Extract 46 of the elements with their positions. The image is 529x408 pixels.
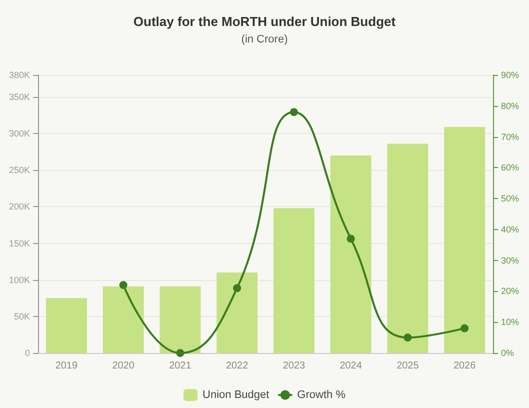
y2-tick-label: 70% xyxy=(501,132,520,142)
y2-tick-label: 0% xyxy=(501,348,514,358)
y2-tick-label: 20% xyxy=(501,286,520,296)
x-tick-label: 2019 xyxy=(55,360,78,372)
y2-tick-label: 80% xyxy=(501,100,520,111)
chart-subtitle: (in Crore) xyxy=(241,34,288,46)
y-tick-label: 0 xyxy=(24,348,30,358)
y-tick-label: 50K xyxy=(14,311,30,322)
point xyxy=(346,234,355,243)
y-tick-label: 380K xyxy=(8,70,30,80)
y2-tick-label: 90% xyxy=(501,70,520,80)
y-tick-label: 200K xyxy=(8,202,30,212)
point xyxy=(119,281,128,290)
point xyxy=(404,334,412,342)
bar xyxy=(46,298,87,353)
bar xyxy=(102,286,144,353)
point xyxy=(460,324,469,332)
point xyxy=(290,108,298,116)
point xyxy=(233,284,242,292)
y-tick-label: 100K xyxy=(8,274,30,285)
chart-title: Outlay for the MoRTH under Union Budget xyxy=(133,14,396,29)
y-tick-label: 350K xyxy=(8,92,30,102)
x-tick-label: 2024 xyxy=(340,360,362,372)
bar xyxy=(444,126,486,353)
bar xyxy=(160,286,201,353)
bar xyxy=(387,144,428,353)
x-tick-label: 2023 xyxy=(282,360,306,372)
y-tick-label: 250K xyxy=(8,165,30,176)
y-tick-label: 300K xyxy=(8,128,30,139)
x-tick-label: 2026 xyxy=(453,360,476,372)
bar xyxy=(273,208,314,353)
y2-tick-label: 50% xyxy=(501,194,520,204)
point xyxy=(176,349,184,357)
y2-tick-label: 40% xyxy=(501,224,520,234)
x-tick-label: 2021 xyxy=(169,360,192,372)
x-tick-label: 2020 xyxy=(112,360,135,372)
bar xyxy=(216,272,258,353)
y2-tick-label: 10% xyxy=(501,317,520,328)
legend-label: Union Budget xyxy=(202,389,270,401)
y2-tick-label: 30% xyxy=(501,255,520,266)
y2-tick-label: 60% xyxy=(501,162,520,173)
x-tick-label: 2025 xyxy=(396,360,420,372)
x-tick-label: 2022 xyxy=(226,360,249,372)
bar xyxy=(330,155,372,353)
legend-label: Growth % xyxy=(297,389,346,401)
y-tick-label: 150K xyxy=(8,238,30,248)
